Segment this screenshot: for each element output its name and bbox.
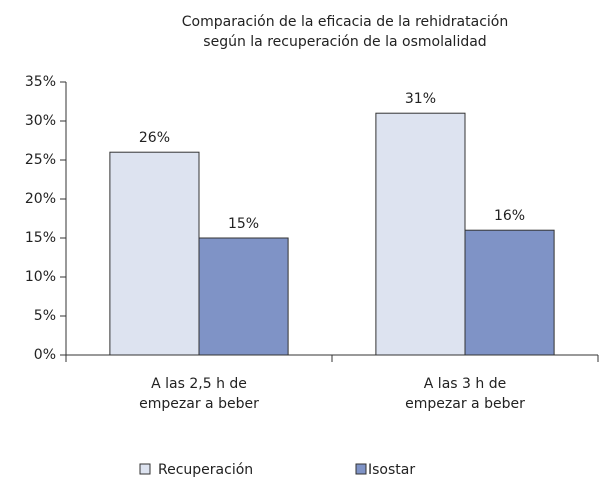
y-tick-label: 15% — [25, 230, 56, 246]
legend-swatch — [139, 463, 151, 475]
value-label: 26% — [139, 130, 170, 146]
value-label: 15% — [228, 216, 259, 232]
bar — [198, 237, 289, 356]
y-tick-label: 20% — [25, 191, 56, 207]
y-tick-label: 25% — [25, 152, 56, 168]
bar — [109, 151, 200, 356]
y-tick-label: 30% — [25, 113, 56, 129]
x-tick-label: empezar a beber — [405, 396, 525, 412]
bar — [464, 229, 555, 356]
chart-title: Comparación de la eficacia de la rehidra… — [182, 14, 508, 30]
value-label: 31% — [405, 91, 436, 107]
bar — [375, 112, 466, 356]
y-tick-label: 35% — [25, 74, 56, 90]
x-tick-label: A las 3 h de — [424, 376, 506, 392]
legend-swatch — [355, 463, 367, 475]
y-tick-label: 0% — [34, 347, 56, 363]
y-tick-label: 5% — [34, 308, 56, 324]
legend-label: Isostar — [368, 462, 415, 478]
x-tick-label: empezar a beber — [139, 396, 259, 412]
y-tick-label: 10% — [25, 269, 56, 285]
value-label: 16% — [494, 208, 525, 224]
chart-title: según la recuperación de la osmolalidad — [203, 34, 486, 50]
legend-label: Recuperación — [158, 462, 253, 478]
x-tick-label: A las 2,5 h de — [151, 376, 247, 392]
